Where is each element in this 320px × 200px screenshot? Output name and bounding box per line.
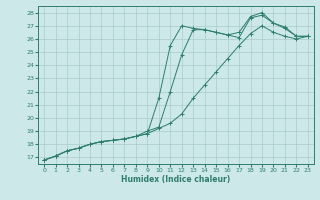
X-axis label: Humidex (Indice chaleur): Humidex (Indice chaleur) bbox=[121, 175, 231, 184]
